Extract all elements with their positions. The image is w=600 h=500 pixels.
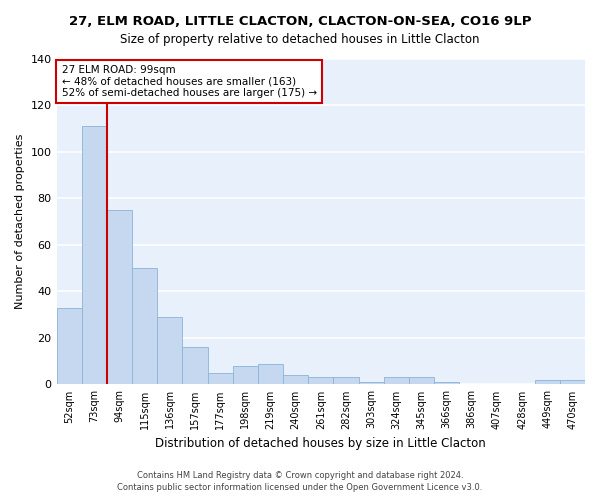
Text: Contains HM Land Registry data © Crown copyright and database right 2024.
Contai: Contains HM Land Registry data © Crown c… [118, 471, 482, 492]
Bar [560, 380, 585, 384]
Bar [434, 382, 459, 384]
Bar [383, 378, 409, 384]
Text: 27, ELM ROAD, LITTLE CLACTON, CLACTON-ON-SEA, CO16 9LP: 27, ELM ROAD, LITTLE CLACTON, CLACTON-ON… [69, 15, 531, 28]
Bar [308, 378, 334, 384]
Bar [283, 375, 308, 384]
Bar [56, 308, 82, 384]
Y-axis label: Number of detached properties: Number of detached properties [15, 134, 25, 310]
Bar [258, 364, 283, 384]
Bar [359, 382, 383, 384]
Bar [334, 378, 359, 384]
Bar [82, 126, 107, 384]
Bar [182, 347, 208, 385]
Bar [107, 210, 132, 384]
Text: Size of property relative to detached houses in Little Clacton: Size of property relative to detached ho… [120, 32, 480, 46]
Bar [157, 317, 182, 384]
Bar [409, 378, 434, 384]
Bar [233, 366, 258, 384]
Bar [132, 268, 157, 384]
X-axis label: Distribution of detached houses by size in Little Clacton: Distribution of detached houses by size … [155, 437, 486, 450]
Bar [208, 373, 233, 384]
Text: 27 ELM ROAD: 99sqm
← 48% of detached houses are smaller (163)
52% of semi-detach: 27 ELM ROAD: 99sqm ← 48% of detached hou… [62, 65, 317, 98]
Bar [535, 380, 560, 384]
